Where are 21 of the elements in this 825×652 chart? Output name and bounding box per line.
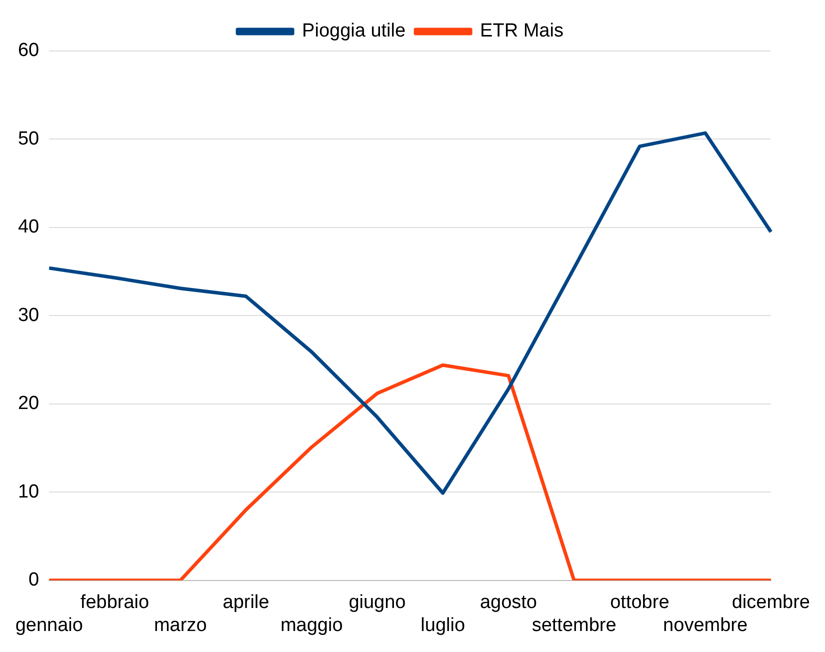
- legend-label: Pioggia utile: [302, 20, 406, 42]
- legend-label: ETR Mais: [480, 20, 564, 42]
- x-tick-label: agosto: [480, 592, 537, 614]
- y-tick-label: 60: [18, 40, 40, 62]
- x-tick-label: settembre: [532, 614, 616, 636]
- x-tick-label: gennaio: [15, 614, 83, 636]
- y-tick-label: 0: [28, 570, 40, 591]
- y-tick-label: 40: [18, 216, 40, 238]
- x-tick-label: maggio: [280, 614, 343, 636]
- y-tick-label: 50: [18, 128, 40, 150]
- x-tick-label: ottobre: [610, 592, 670, 614]
- x-tick-label: luglio: [420, 614, 466, 636]
- x-tick-label: novembre: [663, 614, 748, 636]
- x-tick-label: aprile: [222, 592, 270, 614]
- y-tick-label: 20: [18, 393, 40, 414]
- y-tick-label: 10: [18, 481, 40, 502]
- y-tick-label: 30: [18, 304, 40, 326]
- x-tick-label: febbraio: [80, 592, 150, 614]
- x-tick-label: marzo: [154, 614, 207, 636]
- x-tick-label: giugno: [348, 592, 406, 614]
- x-tick-label: dicembre: [732, 592, 810, 614]
